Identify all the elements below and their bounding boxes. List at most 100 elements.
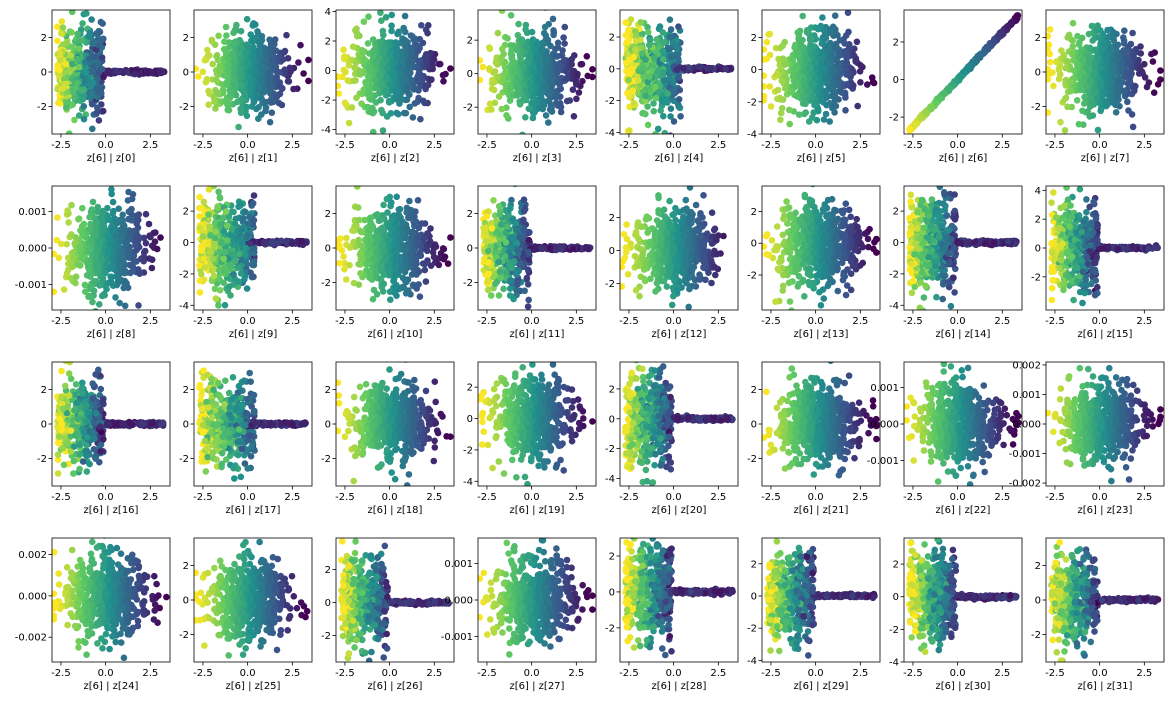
data-point [380,45,388,53]
data-point [115,205,122,212]
data-point [489,76,496,84]
data-point [518,36,526,43]
data-point [826,83,833,90]
data-point [787,88,794,96]
data-point [794,29,802,36]
data-point [820,116,828,123]
data-point [283,31,290,39]
data-point [58,18,66,25]
data-point [583,53,591,60]
data-point [261,57,269,64]
data-point [225,61,232,69]
data-point [92,218,100,226]
data-point [403,96,411,103]
data-point [852,57,859,64]
y-tick-label: -4 [321,125,331,136]
data-point [352,59,360,66]
data-point [831,12,839,19]
data-point [286,64,294,72]
data-point [69,60,76,68]
data-point [1149,58,1157,65]
data-point [378,79,385,86]
data-point [976,51,984,58]
data-point [527,79,535,87]
data-point [857,61,864,69]
data-point [1129,29,1136,37]
data-point [430,56,438,63]
data-point [210,93,217,101]
data-point [379,127,387,134]
x-tick-label: 0.0 [808,140,824,151]
data-point [762,56,768,63]
data-point [103,261,110,268]
data-point [284,78,292,85]
data-point [627,16,635,23]
data-point [88,16,95,23]
data-point [829,23,837,31]
data-point [105,68,112,76]
data-point [244,60,252,68]
data-point [262,107,269,115]
data-point [407,44,414,52]
data-point [69,75,76,83]
y-tick-label: -2 [463,103,473,114]
data-point [779,42,786,49]
data-point [945,85,952,93]
data-point [428,76,435,83]
data-point [74,30,81,38]
data-point [1154,81,1162,88]
data-point [524,44,531,51]
data-point [390,72,397,79]
data-point [522,26,529,33]
data-point [142,210,150,218]
data-point [119,246,126,254]
data-point [673,66,681,74]
data-point [655,138,662,145]
data-point [541,98,548,105]
data-point [550,93,558,100]
data-point [637,19,645,26]
data-point [89,38,97,46]
data-point [252,21,259,28]
data-point [131,70,139,78]
data-point [372,76,380,84]
data-point [685,64,692,71]
data-point [845,69,852,77]
data-point [79,20,86,27]
data-point [119,211,126,219]
data-point [762,83,768,90]
data-point [519,131,526,134]
data-point [74,79,81,87]
data-point [1115,89,1122,97]
axes-frame [903,9,1023,135]
data-point [991,37,998,44]
data-point [766,83,774,90]
data-point [425,22,432,29]
x-axis-label: z[6] | z[2] [371,153,420,164]
x-tick-label: -2.5 [193,140,213,151]
data-point [777,109,785,117]
data-point [664,90,671,97]
data-point [499,76,506,83]
y-tick-label: 2 [751,33,757,44]
data-point [109,198,117,206]
x-tick-label: -2.5 [477,140,497,151]
data-point [589,66,596,73]
data-point [767,103,775,110]
data-point [635,89,642,96]
data-point [89,198,97,206]
data-point [234,98,241,106]
data-point [255,38,263,46]
data-point [795,111,803,118]
data-point [393,44,401,52]
data-point [411,84,418,92]
data-point [132,242,140,249]
data-point [680,65,687,72]
data-point [1094,126,1102,134]
data-point [297,41,304,49]
data-point [644,121,652,129]
x-tick-label: 2.5 [284,140,300,151]
data-point [961,68,968,75]
data-point [664,99,671,106]
data-point [360,18,368,26]
